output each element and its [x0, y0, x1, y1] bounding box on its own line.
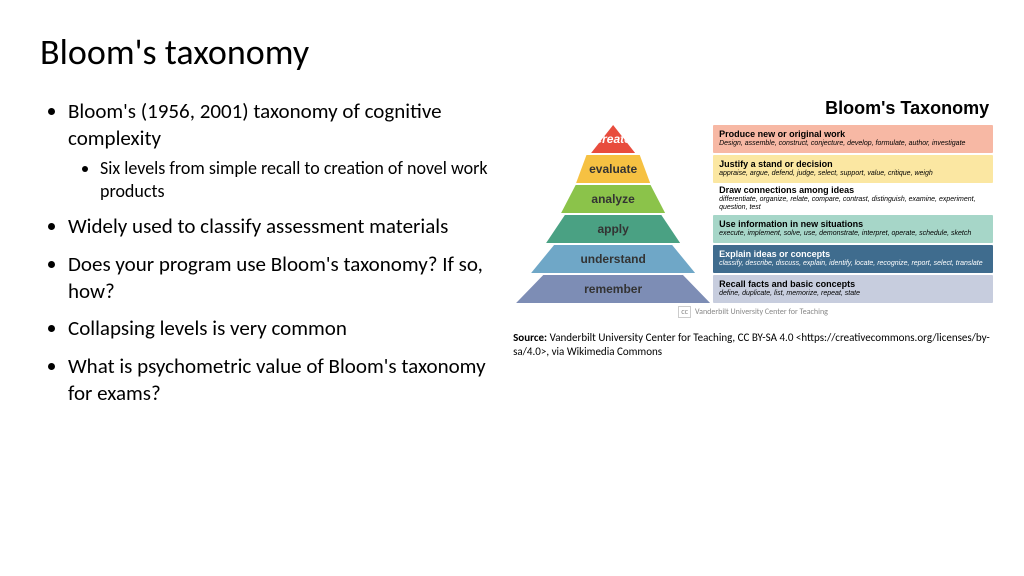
level-desc-verbs: define, duplicate, list, memorize, repea… [719, 290, 987, 298]
level-desc-verbs: execute, implement, solve, use, demonstr… [719, 230, 987, 238]
bullet-list: Bloom's (1956, 2001) taxonomy of cogniti… [40, 98, 493, 407]
graphic-column: Bloom's Taxonomy create Produce new or or… [513, 98, 993, 417]
level-description: Explain ideas or conceptsclassify, descr… [713, 245, 993, 273]
level-desc-title: Explain ideas or concepts [719, 250, 987, 260]
pyramid-row: analyze Draw connections among ideasdiffe… [513, 185, 993, 213]
pyramid-band: create [591, 125, 635, 153]
sub-bullet-item: Six levels from simple recall to creatio… [100, 157, 493, 204]
pyramid-band-cell: evaluate [513, 155, 713, 183]
pyramid-band-cell: create [513, 125, 713, 153]
level-description: Recall facts and basic conceptsdefine, d… [713, 275, 993, 303]
pyramid-band: analyze [561, 185, 665, 213]
level-description: Produce new or original workDesign, asse… [713, 125, 993, 153]
pyramid: create Produce new or original workDesign… [513, 125, 993, 303]
level-description: Use information in new situationsexecute… [713, 215, 993, 243]
level-desc-title: Justify a stand or decision [719, 160, 987, 170]
cc-attribution: ccVanderbilt University Center for Teach… [513, 307, 993, 317]
level-desc-verbs: Design, assemble, construct, conjecture,… [719, 140, 987, 148]
pyramid-row: rememberRecall facts and basic conceptsd… [513, 275, 993, 303]
graphic-title: Bloom's Taxonomy [513, 98, 993, 119]
source-citation: Source: Vanderbilt University Center for… [513, 331, 993, 360]
level-desc-verbs: appraise, argue, defend, judge, select, … [719, 170, 987, 178]
level-desc-title: Recall facts and basic concepts [719, 280, 987, 290]
bullet-column: Bloom's (1956, 2001) taxonomy of cogniti… [40, 98, 493, 417]
bullet-item: What is psychometric value of Bloom's ta… [68, 353, 493, 408]
sub-bullet-list: Six levels from simple recall to creatio… [68, 157, 493, 204]
pyramid-band: understand [531, 245, 695, 273]
bloom-graphic: Bloom's Taxonomy create Produce new or or… [513, 98, 993, 317]
level-desc-title: Produce new or original work [719, 130, 987, 140]
pyramid-row: evaluate Justify a stand or decisionappra… [513, 155, 993, 183]
pyramid-row: understand Explain ideas or conceptsclass… [513, 245, 993, 273]
level-desc-verbs: classify, describe, discuss, explain, id… [719, 260, 987, 268]
level-description: Justify a stand or decisionappraise, arg… [713, 155, 993, 183]
slide-title: Bloom's taxonomy [40, 30, 984, 74]
pyramid-band-cell: analyze [513, 185, 713, 213]
level-desc-title: Draw connections among ideas [719, 186, 987, 196]
pyramid-band: evaluate [576, 155, 650, 183]
pyramid-row: create Produce new or original workDesign… [513, 125, 993, 153]
pyramid-band-cell: understand [513, 245, 713, 273]
bullet-item: Bloom's (1956, 2001) taxonomy of cogniti… [68, 98, 493, 203]
level-description: Draw connections among ideasdifferentiat… [713, 185, 993, 213]
pyramid-band-cell: apply [513, 215, 713, 243]
slide-body: Bloom's (1956, 2001) taxonomy of cogniti… [40, 98, 984, 417]
pyramid-row: apply Use information in new situationsex… [513, 215, 993, 243]
pyramid-band: apply [546, 215, 680, 243]
bullet-item: Widely used to classify assessment mater… [68, 213, 493, 240]
pyramid-band-cell: remember [513, 275, 713, 303]
level-desc-title: Use information in new situations [719, 220, 987, 230]
level-desc-verbs: differentiate, organize, relate, compare… [719, 196, 987, 211]
bullet-item: Collapsing levels is very common [68, 315, 493, 342]
pyramid-band: remember [516, 275, 710, 303]
bullet-item: Does your program use Bloom's taxonomy? … [68, 251, 493, 306]
